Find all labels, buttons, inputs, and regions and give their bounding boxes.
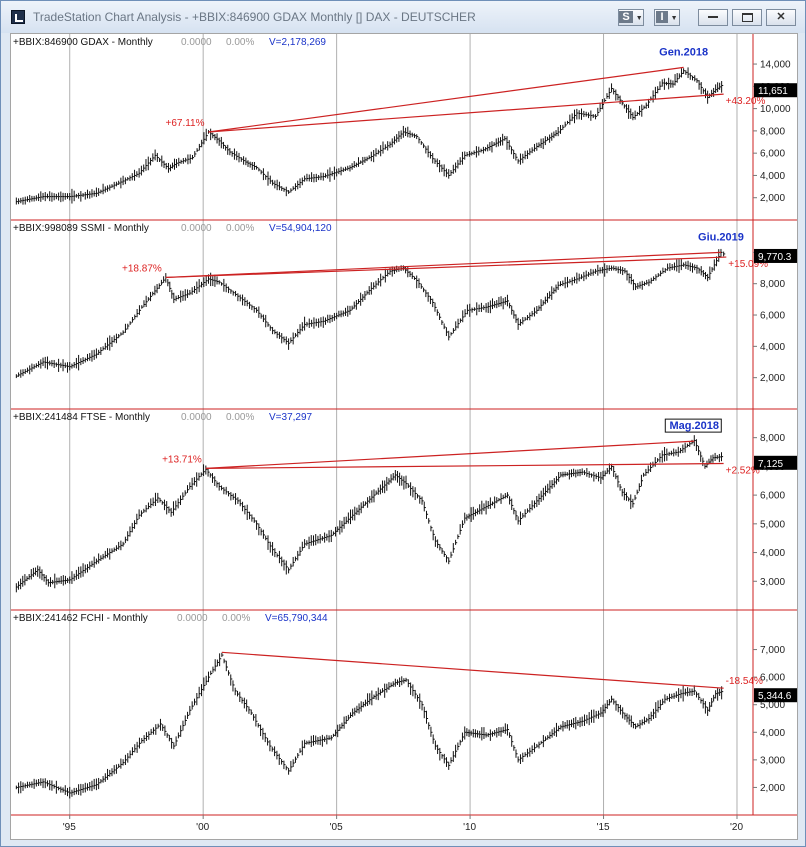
- pane-symbol-label: +BBIX:241462 FCHI - Monthly: [13, 613, 148, 624]
- trendline: [205, 462, 724, 470]
- pane-change-pct: 0.00%: [226, 412, 254, 423]
- price-axis-label: 6,000: [760, 149, 785, 160]
- plot-area[interactable]: +BBIX:846900 GDAX - Monthly 0.0000 0.00% V=…: [10, 33, 798, 840]
- pane-change-pct: 0.00%: [226, 223, 254, 234]
- style-button-label: S: [619, 11, 633, 23]
- time-axis-label: '95: [63, 822, 76, 833]
- pane-volume-label: V=37,297: [269, 412, 313, 423]
- start-gain-pct-label: +67.11%: [165, 118, 204, 129]
- price-axis-label: 10,000: [760, 104, 791, 115]
- pane-symbol-label: +BBIX:998089 SSMI - Monthly: [13, 223, 149, 234]
- peak-date-label: Giu.2019: [698, 231, 744, 243]
- time-axis-label: '05: [330, 822, 343, 833]
- price-axis-label: 5,000: [760, 519, 785, 530]
- maximize-icon: [741, 12, 753, 22]
- trendline: [165, 256, 727, 279]
- time-axis-label: '20: [730, 822, 743, 833]
- trendline: [205, 440, 695, 470]
- last-price-box: [754, 455, 797, 470]
- pane-change-pct: 0.00%: [226, 37, 254, 48]
- style-dropdown-button[interactable]: S ▼: [618, 9, 644, 26]
- pane-open-value: 0.0000: [177, 613, 208, 624]
- last-price-box: [754, 83, 797, 98]
- last-price-label: 7,125: [758, 459, 783, 470]
- pane-open-value: 0.0000: [181, 412, 212, 423]
- price-axis-label: 6,000: [760, 673, 785, 684]
- pane-volume-label: V=65,790,344: [265, 613, 328, 624]
- close-icon: ✕: [776, 11, 786, 23]
- last-price-box: [754, 248, 797, 263]
- chevron-down-icon: ▼: [670, 15, 678, 22]
- chevron-down-icon: ▼: [635, 15, 643, 22]
- pane-open-value: 0.0000: [181, 223, 212, 234]
- price-axis-label: 2,000: [760, 373, 785, 384]
- price-axis-label: 2,000: [760, 193, 785, 204]
- pane-volume-label: V=54,904,120: [269, 223, 332, 234]
- price-axis-label: 6,000: [760, 491, 785, 502]
- last-price-label: 11,651: [758, 86, 788, 97]
- close-button[interactable]: ✕: [766, 9, 796, 26]
- pane-symbol-label: +BBIX:241484 FTSE - Monthly: [13, 412, 150, 423]
- peak-label-box: [664, 418, 722, 433]
- pane-symbol-label: +BBIX:846900 GDAX - Monthly: [13, 37, 153, 48]
- price-axis-label: 5,000: [760, 700, 785, 711]
- maximize-button[interactable]: [732, 9, 762, 26]
- price-axis-label: 8,000: [760, 126, 785, 137]
- pane-volume-label: V=2,178,269: [269, 37, 326, 48]
- multi-pane-chart[interactable]: +BBIX:846900 GDAX - Monthly 0.0000 0.00% V=…: [11, 34, 797, 839]
- minimize-button[interactable]: [698, 9, 728, 26]
- trendline: [165, 251, 721, 279]
- start-gain-pct-label: +18.87%: [122, 263, 162, 274]
- end-change-pct-label: +43.20%: [726, 96, 766, 107]
- price-axis-label: 14,000: [760, 60, 791, 71]
- start-gain-pct-label: +13.71%: [162, 454, 202, 465]
- peak-date-label: Mag.2018: [670, 420, 720, 432]
- info-button-label: I: [656, 11, 668, 23]
- info-dropdown-button[interactable]: I ▼: [654, 9, 680, 26]
- price-axis-label: 7,000: [760, 645, 785, 656]
- end-change-pct-label: -18.54%: [726, 676, 763, 687]
- last-price-box: [754, 688, 797, 703]
- minimize-icon: [708, 16, 718, 19]
- price-axis-label: 3,000: [760, 755, 785, 766]
- price-axis-label: 4,000: [760, 171, 785, 182]
- end-change-pct-label: +15.09%: [728, 259, 768, 270]
- pane-change-pct: 0.00%: [222, 613, 250, 624]
- price-axis-label: 8,000: [760, 279, 785, 290]
- peak-date-label: Gen.2018: [659, 46, 708, 58]
- price-axis-label: 4,000: [760, 548, 785, 559]
- price-axis-label: 4,000: [760, 342, 785, 353]
- price-axis-label: 2,000: [760, 783, 785, 794]
- price-axis-label: 3,000: [760, 577, 785, 588]
- end-change-pct-label: +2.52%: [726, 466, 760, 477]
- time-axis-label: '15: [597, 822, 610, 833]
- trendline: [208, 66, 684, 133]
- last-price-label: 5,344.6: [758, 691, 792, 702]
- trendline: [208, 93, 724, 133]
- tradestation-app-icon: [11, 10, 25, 24]
- price-axis-label: 8,000: [760, 433, 785, 444]
- pane-open-value: 0.0000: [181, 37, 212, 48]
- time-axis-label: '00: [196, 822, 209, 833]
- trendline: [221, 651, 724, 689]
- last-price-label: 9,770.3: [758, 252, 792, 263]
- price-axis-label: 6,000: [760, 311, 785, 322]
- time-axis-label: '10: [463, 822, 476, 833]
- window-title: TradeStation Chart Analysis - +BBIX:8469…: [33, 10, 476, 24]
- price-axis-label: 4,000: [760, 728, 785, 739]
- title-bar: TradeStation Chart Analysis - +BBIX:8469…: [1, 1, 805, 33]
